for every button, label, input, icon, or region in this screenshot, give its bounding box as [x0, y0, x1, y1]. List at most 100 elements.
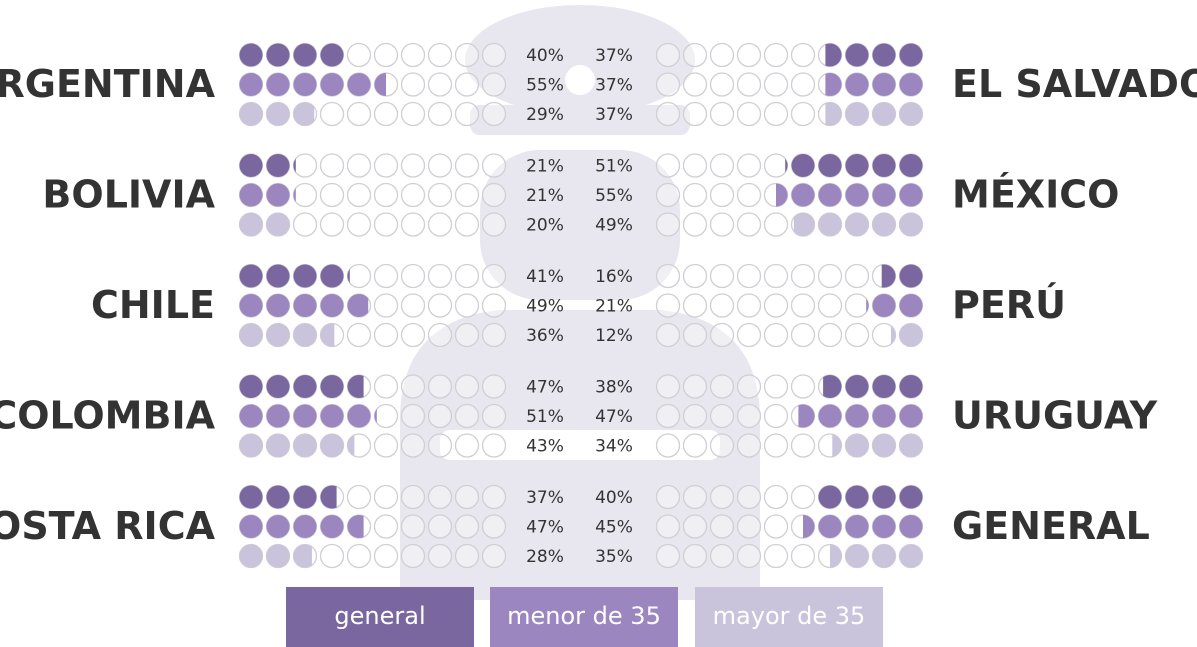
dot [267, 73, 290, 96]
dot-outline [792, 545, 815, 568]
dot-outline [429, 103, 452, 126]
dot-outline [456, 515, 479, 538]
country-label: COLOMBIA [0, 394, 216, 438]
dot-outline [684, 434, 707, 457]
dot-outline [657, 103, 680, 126]
dot-outline [483, 375, 506, 398]
dot [294, 294, 317, 317]
dot [267, 44, 290, 67]
value-label: 35% [595, 547, 633, 567]
dot-outline [684, 103, 707, 126]
dot-outline [348, 486, 371, 509]
dot-outline [765, 265, 788, 288]
dot-outline [402, 184, 425, 207]
dot-outline [684, 154, 707, 177]
dot-outline [657, 294, 680, 317]
dot-outline [684, 375, 707, 398]
dot [321, 375, 344, 398]
dot-outline [792, 103, 815, 126]
dot [819, 405, 842, 428]
dot-row [657, 154, 923, 177]
dot [873, 375, 896, 398]
dot [900, 515, 923, 538]
dot-row [657, 265, 923, 288]
legend-label: general [334, 602, 425, 630]
dot-outline [819, 294, 842, 317]
dot [348, 73, 371, 96]
dot-outline [429, 184, 452, 207]
dot-outline [429, 405, 452, 428]
dot-row [240, 44, 506, 67]
dot-outline [483, 265, 506, 288]
dot-outline [711, 73, 734, 96]
dot-outline [792, 73, 815, 96]
dot [267, 184, 290, 207]
dot-outline [456, 73, 479, 96]
dot [267, 154, 290, 177]
dot [294, 515, 317, 538]
dot-outline [429, 375, 452, 398]
dot-outline [792, 375, 815, 398]
value-label: 37% [526, 488, 564, 508]
dot [846, 184, 869, 207]
dot-row [657, 294, 923, 317]
dot-outline [765, 405, 788, 428]
dot [792, 154, 815, 177]
dot [267, 213, 290, 236]
legend-label: mayor de 35 [713, 602, 866, 630]
dot-outline [429, 434, 452, 457]
dot-outline [402, 375, 425, 398]
dot-outline [765, 73, 788, 96]
dot-outline [402, 73, 425, 96]
dot-outline [375, 375, 398, 398]
dot-outline [348, 184, 371, 207]
dot-outline [792, 486, 815, 509]
dot [294, 103, 317, 126]
dot-outline [456, 294, 479, 317]
dot-outline [738, 44, 761, 67]
value-label: 51% [595, 157, 633, 177]
dot-outline [456, 405, 479, 428]
dot-outline [657, 375, 680, 398]
dot-outline [402, 44, 425, 67]
dot-outline [738, 184, 761, 207]
dot [846, 73, 869, 96]
dot-row [657, 545, 923, 568]
dot [846, 486, 869, 509]
dot-outline [765, 103, 788, 126]
dot-outline [483, 103, 506, 126]
dot [240, 154, 263, 177]
dot-outline [711, 294, 734, 317]
dot-outline [402, 324, 425, 347]
dot-outline [684, 213, 707, 236]
dot-outline [711, 265, 734, 288]
dot-outline [402, 103, 425, 126]
dot-row [240, 103, 506, 126]
dot-outline [375, 103, 398, 126]
dot-outline [483, 213, 506, 236]
dot-outline [765, 294, 788, 317]
dot-row [240, 486, 506, 509]
dot-outline [456, 375, 479, 398]
legend-label: menor de 35 [507, 602, 661, 630]
country-label: CHILE [91, 283, 215, 327]
dot-outline [348, 103, 371, 126]
dot-row [240, 515, 506, 538]
dot [267, 265, 290, 288]
dot-outline [738, 213, 761, 236]
country-label: BOLIVIA [42, 173, 215, 217]
dot [240, 486, 263, 509]
dot-outline [684, 44, 707, 67]
dot-outline [483, 154, 506, 177]
value-label: 45% [595, 518, 633, 538]
dot [294, 375, 317, 398]
dot-outline [456, 265, 479, 288]
dot-outline [711, 515, 734, 538]
dot-outline [738, 515, 761, 538]
dot-outline [657, 515, 680, 538]
dot [321, 73, 344, 96]
dot [267, 294, 290, 317]
dot-outline [321, 154, 344, 177]
dot-outline [402, 154, 425, 177]
dot-row [240, 265, 506, 288]
